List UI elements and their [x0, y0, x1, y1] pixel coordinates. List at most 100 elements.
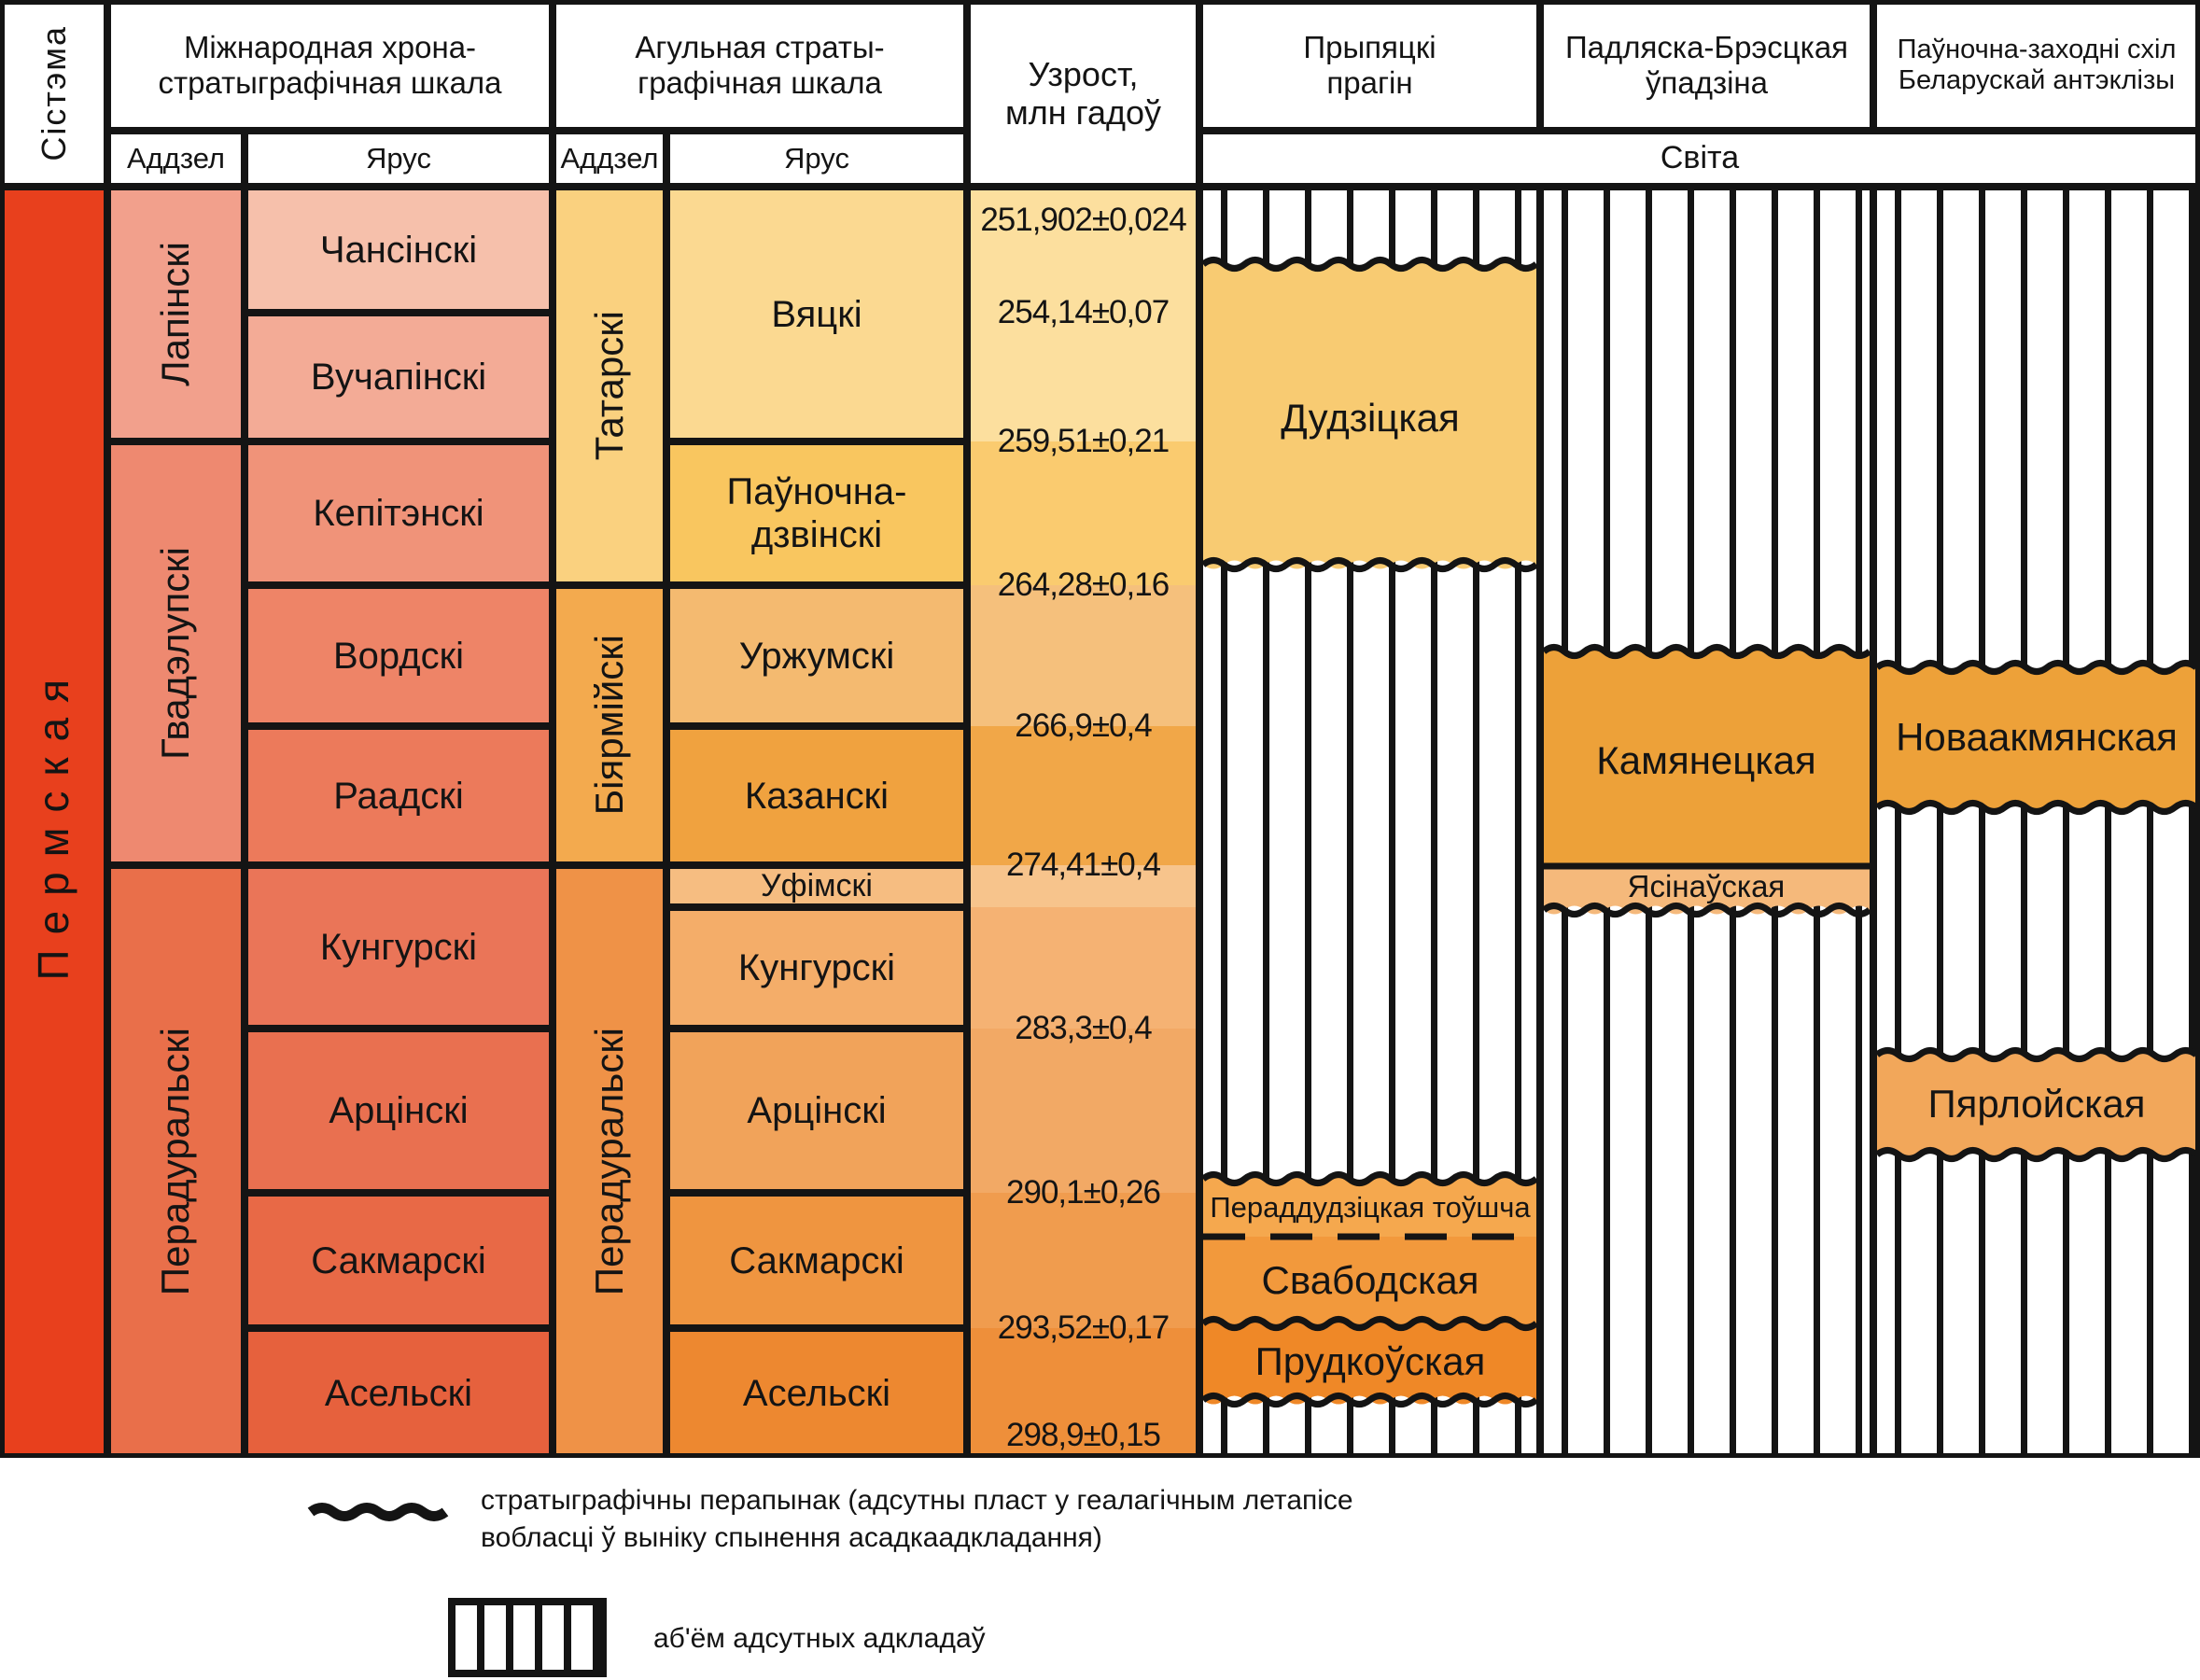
intl-series-cisuralian: Перадуральскі — [107, 865, 245, 1458]
age-band — [971, 585, 1196, 726]
subheader-gen-yarus: Ярус — [666, 131, 967, 187]
age-value: 293,52±0,17 — [997, 1309, 1170, 1346]
system-label: Пермская — [29, 664, 78, 981]
age-value: 264,28±0,16 — [997, 567, 1170, 603]
age-value: 290,1±0,26 — [1006, 1174, 1161, 1211]
formation-boundary-line — [1203, 257, 1536, 272]
formation-yasinauskaya — [1544, 866, 1870, 915]
formation-boundary-line — [1203, 1393, 1536, 1407]
intl-stage-roadian: Раадскі — [245, 726, 553, 865]
formation-label-pyarloiskaya: Пярлойская — [1927, 1082, 2146, 1126]
gen-stage-severodvinian: Паўночна- дзвінскі — [666, 441, 967, 585]
intl-stage-asselian: Асельскі — [245, 1328, 553, 1458]
age-value: 266,9±0,4 — [1015, 707, 1152, 744]
formation-boundary-line — [1877, 1147, 2196, 1162]
gen-series-biarmian: Біярмійскі — [553, 585, 666, 865]
region-column-pripyat — [1199, 187, 1540, 1458]
header-age: Узрост, млн гадоў — [967, 0, 1199, 187]
header-region-northwest: Паўночна-заходні схіл Беларускай антэклі… — [1873, 0, 2200, 131]
gen-series-label: Перадуральскі — [586, 1027, 631, 1296]
formation-label-novaakmyanskaya: Новаакмянская — [1896, 715, 2178, 759]
subheader-intl-yarus: Ярус — [245, 131, 553, 187]
intl-stage-capitanian: Кепітэнскі — [245, 441, 553, 585]
formation-boundary-line — [1877, 660, 2196, 675]
region-column-podlaska — [1540, 187, 1873, 1458]
intl-series-label: Гвадэлупскі — [153, 546, 198, 761]
formation-boundary-line — [1203, 1171, 1536, 1186]
formation-boundary-line — [1203, 1316, 1536, 1331]
gen-series-cisuralian: Перадуральскі — [553, 865, 666, 1458]
intl-stage-sakmarian: Сакмарскі — [245, 1193, 553, 1328]
formation-prudkouskaya — [1203, 1319, 1536, 1405]
wavy-line-legend-icon — [307, 1503, 449, 1521]
gen-stage-kungurian: Кунгурскі — [666, 907, 967, 1029]
formation-label-svabodskaya: Свабодская — [1261, 1258, 1479, 1302]
formation-boundary-line — [1877, 800, 2196, 815]
age-band — [971, 441, 1196, 585]
age-value: 298,9±0,15 — [1006, 1417, 1161, 1453]
formation-label-dudzickaya: Дудзіцкая — [1281, 396, 1460, 440]
age-band — [971, 190, 1196, 441]
age-band — [971, 907, 1196, 1029]
formation-kamyaneckaya — [1544, 647, 1870, 866]
legend-absent-text: аб'ём адсутных адкладаў — [653, 1623, 986, 1654]
formation-pyarloiskaya — [1877, 1050, 2196, 1159]
formation-blocks-pripyat — [1203, 257, 1536, 1407]
legend-gap-text: стратыграфічны перапынак (адсутны пласт … — [481, 1485, 1353, 1553]
gen-stage-kazanian: Казанскі — [666, 726, 967, 865]
header-region-podlaska: Падляска-Брэсцкая ўпадзіна — [1540, 0, 1873, 131]
formation-boundary-line — [1544, 644, 1870, 659]
subheader-intl-addzel: Аддзел — [107, 131, 245, 187]
formation-boundary-line — [1544, 903, 1870, 917]
absent-deposits-legend-icon — [448, 1598, 607, 1677]
header-general-scale: Агульная страты- графічная шкала — [553, 0, 967, 131]
gen-stage-artinskian: Арцінскі — [666, 1029, 967, 1193]
intl-stage-changhsingian: Чансінскі — [245, 187, 553, 313]
header-region-pripyat: Прыпяцкі прагін — [1199, 0, 1540, 131]
formation-label-peraddudzickaya: Пераддудзіцкая тоўшча — [1210, 1191, 1531, 1224]
formation-label-kamyaneckaya: Камянецкая — [1596, 738, 1816, 782]
formation-dudzickaya — [1203, 259, 1536, 569]
intl-series-label: Перадуральскі — [153, 1027, 198, 1296]
age-band — [971, 865, 1196, 907]
gen-series-label: Татарскі — [586, 311, 631, 461]
age-band — [971, 1193, 1196, 1328]
age-column: 251,902±0,024 254,14±0,07 259,51±0,21 26… — [967, 187, 1199, 1458]
intl-stage-kungurian: Кунгурскі — [245, 865, 553, 1029]
region-column-northwest — [1873, 187, 2200, 1458]
intl-stage-artinskian: Арцінскі — [245, 1029, 553, 1193]
system-cell-permian: Пермская — [0, 187, 107, 1458]
age-band — [971, 726, 1196, 865]
age-band — [971, 1029, 1196, 1193]
header-international-scale: Міжнародная хрона- стратыграфічная шкала — [107, 0, 553, 131]
gen-series-tatarian: Татарскі — [553, 187, 666, 585]
formation-peraddudzickaya — [1203, 1174, 1536, 1237]
age-value: 254,14±0,07 — [997, 294, 1170, 330]
age-value: 274,41±0,4 — [1006, 847, 1161, 883]
formation-label-yasinauskaya: Ясінаўская — [1627, 869, 1786, 903]
formation-novaakmyanskaya — [1877, 663, 2196, 812]
age-value: 251,902±0,024 — [980, 202, 1186, 238]
gen-stage-urzhumian: Уржумскі — [666, 585, 967, 726]
gen-stage-ufimian: Уфімскі — [666, 865, 967, 907]
intl-series-label: Лапінскі — [153, 242, 198, 386]
intl-series-guadalupian: Гвадэлупскі — [107, 441, 245, 865]
age-band — [971, 1328, 1196, 1454]
intl-stage-wuchiapingian: Вучапінскі — [245, 313, 553, 441]
formation-blocks-northwest — [1877, 660, 2196, 1162]
formation-label-prudkouskaya: Прудкоўская — [1254, 1339, 1486, 1383]
gen-stage-sakmarian: Сакмарскі — [666, 1193, 967, 1328]
gen-series-label: Біярмійскі — [586, 635, 631, 816]
absent-deposits-hatch — [1877, 190, 2196, 1454]
header-sistema-label: Сістэма — [34, 25, 73, 161]
subheader-gen-addzel: Аддзел — [553, 131, 666, 187]
age-value: 259,51±0,21 — [997, 423, 1170, 459]
subheader-svita: Світа — [1199, 131, 2200, 187]
gen-stage-asselian: Асельскі — [666, 1328, 967, 1458]
wavy-line-glyph — [307, 1503, 449, 1521]
header-sistema: Сістэма — [0, 0, 107, 187]
intl-stage-wordian: Вордскі — [245, 585, 553, 726]
age-value: 283,3±0,4 — [1015, 1010, 1152, 1046]
formation-boundary-line — [1877, 1047, 2196, 1062]
